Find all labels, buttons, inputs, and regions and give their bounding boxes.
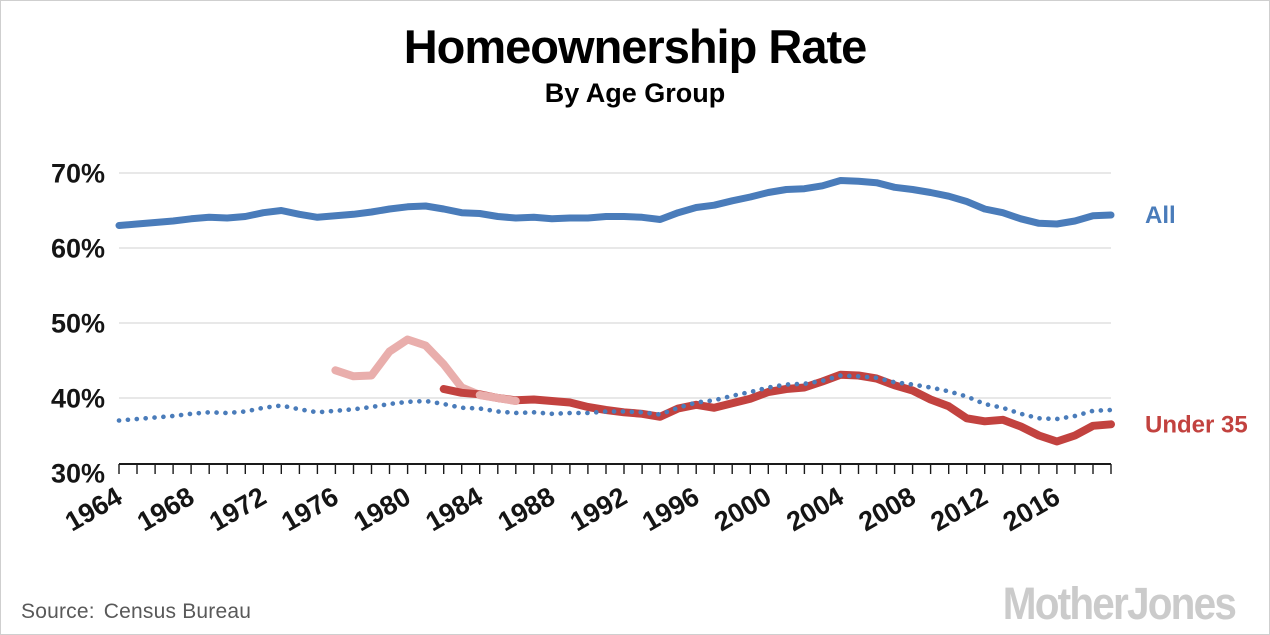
series-label-all: All	[1145, 202, 1176, 229]
x-axis-label-1968: 1968	[132, 481, 199, 537]
series-line-under35-early	[331, 335, 520, 405]
source-label: Source:	[21, 600, 95, 623]
y-axis-label-30: 30%	[51, 459, 105, 489]
x-axis-label-1980: 1980	[349, 481, 416, 537]
y-axis-label-60: 60%	[51, 234, 105, 264]
series-line-all	[115, 177, 1115, 229]
x-axis-label-1992: 1992	[565, 481, 632, 537]
x-axis-label-2004: 2004	[781, 481, 848, 537]
x-axis-label-2016: 2016	[998, 481, 1065, 537]
chart-title: Homeownership Rate	[403, 20, 868, 73]
source-note: Source: Census Bureau	[21, 600, 251, 624]
x-axis-label-2000: 2000	[709, 481, 776, 537]
x-axis-label-1984: 1984	[421, 481, 488, 537]
series-line-all-shifted-dotted	[116, 373, 1114, 423]
x-axis-label-1996: 1996	[637, 481, 704, 537]
y-axis-label-70: 70%	[51, 159, 105, 189]
series-label-under35: Under 35	[1145, 411, 1248, 438]
series-line-under35	[439, 370, 1115, 446]
y-axis-label-40: 40%	[51, 384, 105, 414]
x-axis-label-1964: 1964	[60, 481, 127, 537]
motherjones-logo: MotherJones	[1002, 578, 1237, 629]
x-axis-label-2012: 2012	[926, 481, 993, 537]
source-value: Census Bureau	[103, 600, 252, 623]
x-axis-label-2008: 2008	[854, 481, 921, 537]
chart-subtitle: By Age Group	[544, 78, 726, 108]
y-axis-label-50: 50%	[51, 309, 105, 339]
x-axis-label-1972: 1972	[204, 481, 271, 537]
series-line-under35-early-tail	[475, 391, 520, 405]
x-axis-label-1988: 1988	[493, 481, 560, 537]
x-axis-label-1976: 1976	[276, 481, 343, 537]
